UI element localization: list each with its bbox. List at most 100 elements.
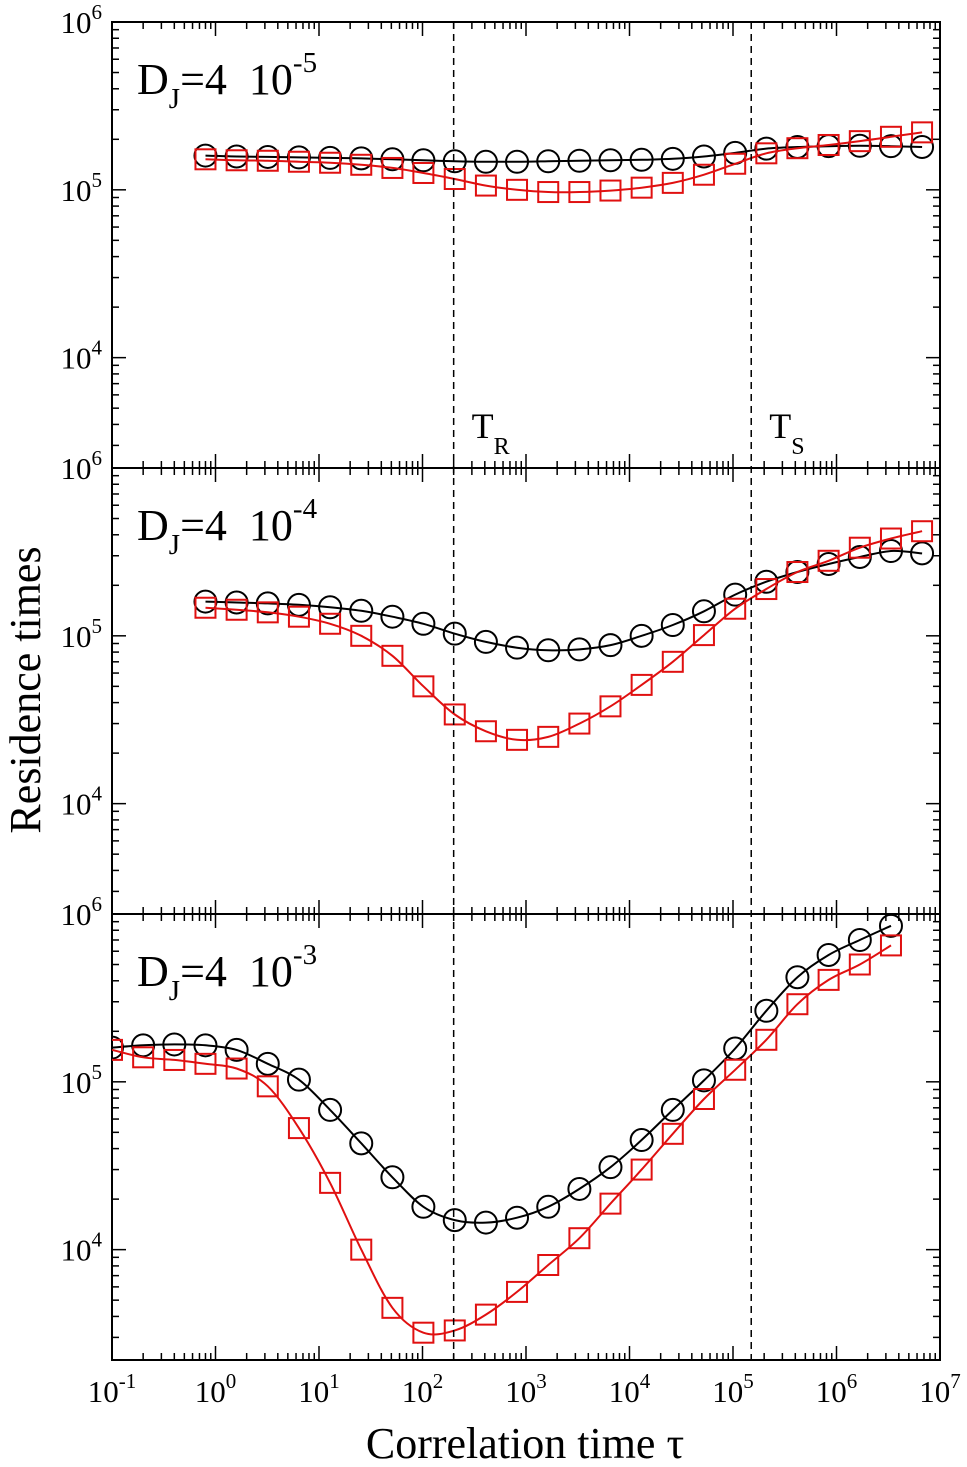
square-marker — [724, 152, 747, 175]
circles-series — [193, 133, 935, 174]
circle-marker — [411, 148, 436, 173]
circle-marker — [162, 1032, 187, 1057]
circle-marker — [910, 541, 935, 566]
x-tick-label: 105 — [712, 1369, 754, 1409]
square-marker — [319, 612, 342, 635]
square-marker — [568, 1227, 591, 1250]
square-marker — [661, 171, 684, 194]
square-marker — [350, 1238, 373, 1261]
square-marker — [412, 675, 435, 698]
y-tick-label: 104 — [61, 336, 103, 376]
square-marker — [350, 624, 373, 647]
y-tick-label: 106 — [61, 0, 103, 40]
square-marker — [287, 1117, 310, 1140]
y-tick-label: 105 — [61, 614, 103, 654]
circle-marker — [598, 148, 623, 173]
square-marker — [599, 1192, 622, 1215]
square-marker — [786, 561, 809, 584]
circles-series — [112, 914, 903, 1235]
x-axis: 10-1 100 101 102 103 104 105 106 107 — [88, 1369, 961, 1409]
circle-marker — [878, 539, 903, 564]
square-marker — [412, 161, 435, 184]
square-marker — [163, 1048, 186, 1071]
square-marker — [661, 650, 684, 673]
x-tick-label: 107 — [919, 1369, 961, 1409]
panel-3: 104 105 106 DJ=4 10-3 — [61, 892, 941, 1361]
square-marker — [225, 149, 248, 172]
x-tick-label: 100 — [195, 1369, 237, 1409]
y-tick-label: 106 — [61, 892, 103, 932]
circle-marker — [567, 637, 592, 662]
squares-series — [112, 934, 902, 1344]
circle-marker — [380, 604, 405, 629]
square-marker — [724, 1058, 747, 1081]
square-marker — [817, 549, 840, 572]
square-marker — [692, 163, 715, 186]
circle-marker — [505, 149, 530, 174]
circle-marker — [318, 595, 343, 620]
square-marker — [287, 605, 310, 628]
square-marker — [568, 181, 591, 204]
circle-marker — [411, 611, 436, 636]
squares-series — [194, 520, 934, 751]
circle-marker — [411, 1194, 436, 1219]
square-marker — [911, 121, 934, 144]
square-marker — [443, 1319, 466, 1342]
circle-marker — [442, 1208, 467, 1233]
circle-marker — [473, 629, 498, 654]
square-marker — [194, 1052, 217, 1075]
y-axis-title: Residence times — [1, 546, 50, 833]
circles-line — [112, 924, 892, 1224]
square-marker — [817, 133, 840, 156]
square-marker — [599, 179, 622, 202]
x-axis-title: Correlation time τ — [366, 1419, 684, 1467]
square-marker — [848, 536, 871, 559]
square-marker — [724, 597, 747, 620]
squares-line — [205, 530, 923, 742]
square-marker — [474, 1303, 497, 1326]
circle-marker — [349, 1131, 374, 1156]
x-tick-label: 102 — [402, 1369, 444, 1409]
square-marker — [194, 148, 217, 171]
x-tick-label: 10-1 — [88, 1369, 137, 1409]
square-marker — [630, 176, 653, 199]
square-marker — [443, 703, 466, 726]
square-marker — [412, 1321, 435, 1344]
squares-line — [112, 944, 892, 1336]
square-marker — [506, 728, 529, 751]
square-marker — [319, 1171, 342, 1194]
square-marker — [225, 598, 248, 621]
square-marker — [817, 968, 840, 991]
circle-marker — [598, 633, 623, 658]
square-marker — [350, 153, 373, 176]
panel-1: 104 105 106 DJ=4 10-5 — [61, 0, 941, 469]
square-marker — [256, 149, 279, 172]
square-marker — [287, 150, 310, 173]
square-marker — [381, 644, 404, 667]
vertical-line-label: TS — [769, 406, 804, 460]
circle-marker — [349, 598, 374, 623]
square-marker — [630, 1158, 653, 1181]
circles-line — [205, 144, 923, 163]
square-marker — [848, 130, 871, 153]
circle-marker — [629, 623, 654, 648]
square-marker — [755, 578, 778, 601]
square-marker — [506, 1280, 529, 1303]
circle-marker — [536, 638, 561, 663]
vertical-line-label: TR — [472, 406, 510, 460]
circle-marker — [660, 1097, 685, 1122]
x-tick-label: 106 — [816, 1369, 858, 1409]
y-tick-label: 104 — [61, 782, 103, 822]
vertical-reference-lines: TR TS — [452, 22, 805, 1360]
square-marker — [381, 1296, 404, 1319]
circle-marker — [847, 927, 872, 952]
square-marker — [319, 151, 342, 174]
y-tick-label: 105 — [61, 168, 103, 208]
circle-marker — [536, 1194, 561, 1219]
circle-marker — [567, 148, 592, 173]
circle-marker — [567, 1176, 592, 1201]
square-marker — [786, 137, 809, 160]
square-marker — [537, 1254, 560, 1277]
panel-label: DJ=4 10-5 — [137, 47, 317, 115]
